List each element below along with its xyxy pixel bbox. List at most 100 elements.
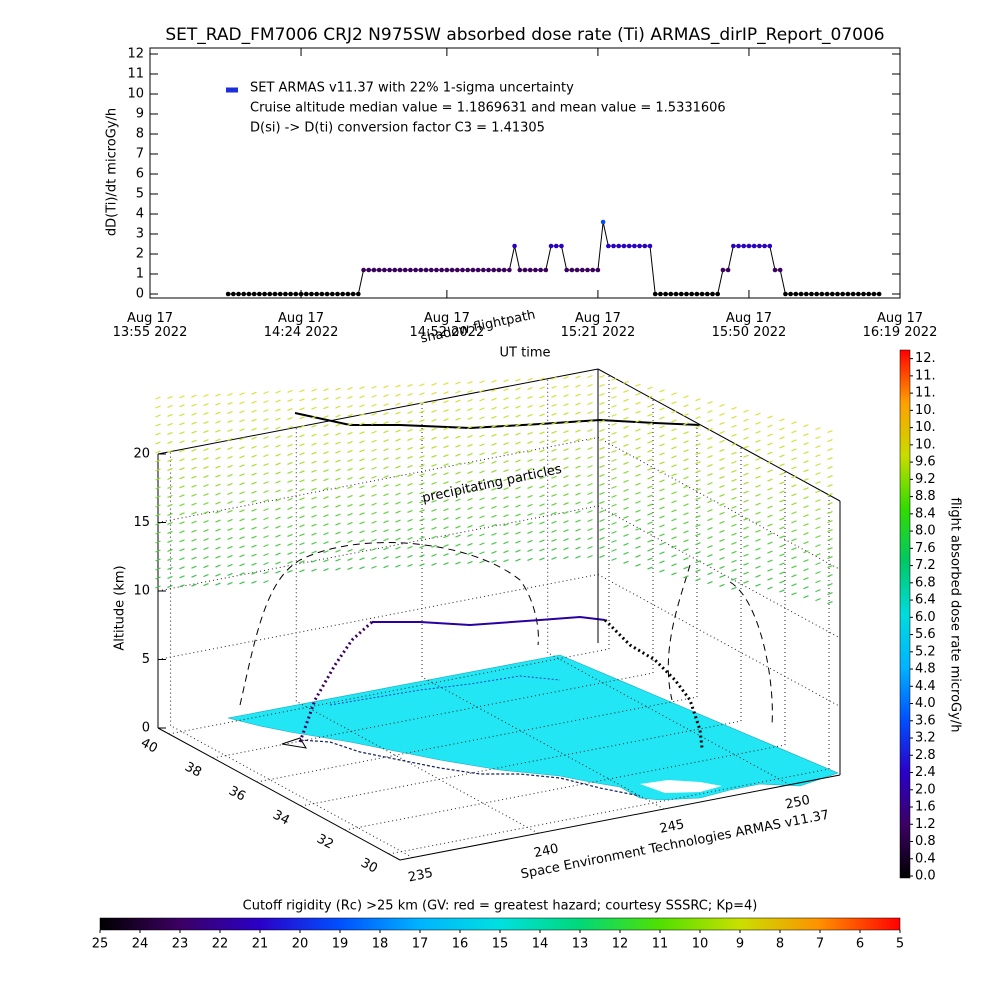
particle-mark (287, 416, 293, 420)
particle-mark (443, 391, 449, 395)
particle-mark (719, 412, 725, 417)
x-tick-label: 235 (407, 866, 434, 886)
particle-mark (707, 535, 713, 540)
particle-mark (683, 404, 689, 408)
particle-mark (779, 544, 785, 548)
particle-mark (419, 563, 425, 567)
particle-mark (491, 505, 497, 509)
particle-mark (347, 566, 353, 571)
particle-mark (731, 505, 737, 509)
particle-mark (311, 388, 317, 392)
particle-mark (215, 402, 221, 406)
particle-mark (647, 422, 653, 426)
particle-mark (371, 385, 377, 389)
particle-mark (155, 576, 161, 580)
data-point (762, 243, 767, 249)
particle-mark (731, 577, 737, 581)
particle-mark (455, 489, 461, 493)
data-point (637, 243, 642, 249)
particle-mark (599, 473, 605, 478)
particle-mark (719, 574, 725, 579)
particle-mark (479, 389, 485, 393)
particle-mark (779, 481, 785, 485)
particle-mark (395, 438, 401, 442)
particle-mark (167, 539, 173, 543)
particle-mark (515, 441, 521, 445)
particle-mark (407, 464, 413, 469)
particle-mark (803, 433, 809, 437)
colorbar-tick-label: 4.8 (915, 662, 936, 677)
particle-mark (263, 436, 269, 440)
particle-mark (407, 563, 413, 568)
particle-mark (479, 461, 485, 465)
particle-mark (323, 478, 329, 482)
y-tick-label: 5 (136, 187, 144, 202)
particle-mark (527, 431, 533, 436)
particle-mark (167, 503, 173, 507)
particle-mark (719, 484, 725, 489)
particle-mark (599, 410, 605, 415)
particle-mark (155, 450, 161, 454)
particle-mark (503, 388, 509, 392)
data-point (678, 291, 684, 297)
particle-mark (515, 540, 521, 544)
particle-mark (191, 493, 197, 497)
data-point (236, 291, 241, 297)
particle-mark (671, 473, 677, 477)
particle-mark (167, 476, 173, 480)
particle-mark (635, 500, 641, 504)
particle-mark (215, 519, 221, 523)
x-tick-label-line: 15:50 2022 (712, 325, 787, 340)
particle-mark (263, 463, 269, 467)
particle-mark (323, 541, 329, 545)
particle-mark (563, 448, 569, 452)
particle-mark (503, 532, 509, 536)
particle-mark (683, 503, 689, 507)
particle-mark (611, 521, 617, 525)
particle-mark (779, 517, 785, 521)
particle-mark (167, 458, 173, 462)
particle-mark (275, 471, 281, 475)
particle-mark (815, 445, 821, 449)
particle-mark (251, 499, 257, 503)
particle-mark (287, 506, 293, 510)
particle-mark (431, 391, 437, 395)
y-tick-label: 1 (136, 267, 144, 282)
particle-mark (359, 449, 365, 453)
particle-mark (563, 547, 569, 551)
particle-mark (575, 537, 581, 541)
particle-mark (251, 580, 257, 584)
particle-mark (683, 548, 689, 552)
particle-mark (383, 538, 389, 542)
particle-mark (635, 383, 641, 387)
particle-mark (431, 454, 437, 458)
particle-mark (515, 531, 521, 535)
data-point (850, 291, 856, 297)
particle-mark (203, 466, 209, 470)
particle-mark (767, 514, 773, 518)
particle-mark (179, 422, 185, 426)
particle-mark (467, 461, 473, 466)
particle-mark (191, 574, 197, 578)
particle-mark (419, 473, 425, 477)
colorbar-tick-label: 0.0 (915, 869, 936, 884)
particle-mark (587, 482, 593, 487)
particle-mark (827, 483, 833, 488)
particle-mark (491, 487, 497, 491)
particle-mark (251, 391, 257, 395)
particle-mark (683, 485, 689, 489)
z-axis-label: Altitude (km) (113, 565, 128, 650)
particle-mark (563, 376, 569, 380)
colorbar-tick-label: 23 (172, 937, 189, 952)
particle-mark (335, 405, 341, 409)
particle-mark (407, 536, 413, 541)
colorbar-tick-label: 4.4 (915, 679, 936, 694)
particle-mark (359, 557, 365, 561)
particle-mark (179, 413, 185, 417)
particle-mark (263, 481, 269, 485)
particle-mark (767, 532, 773, 536)
particle-mark (767, 442, 773, 446)
particle-mark (251, 463, 257, 467)
particle-mark (611, 404, 617, 408)
colorbar-tick-label: 7.6 (915, 541, 936, 556)
